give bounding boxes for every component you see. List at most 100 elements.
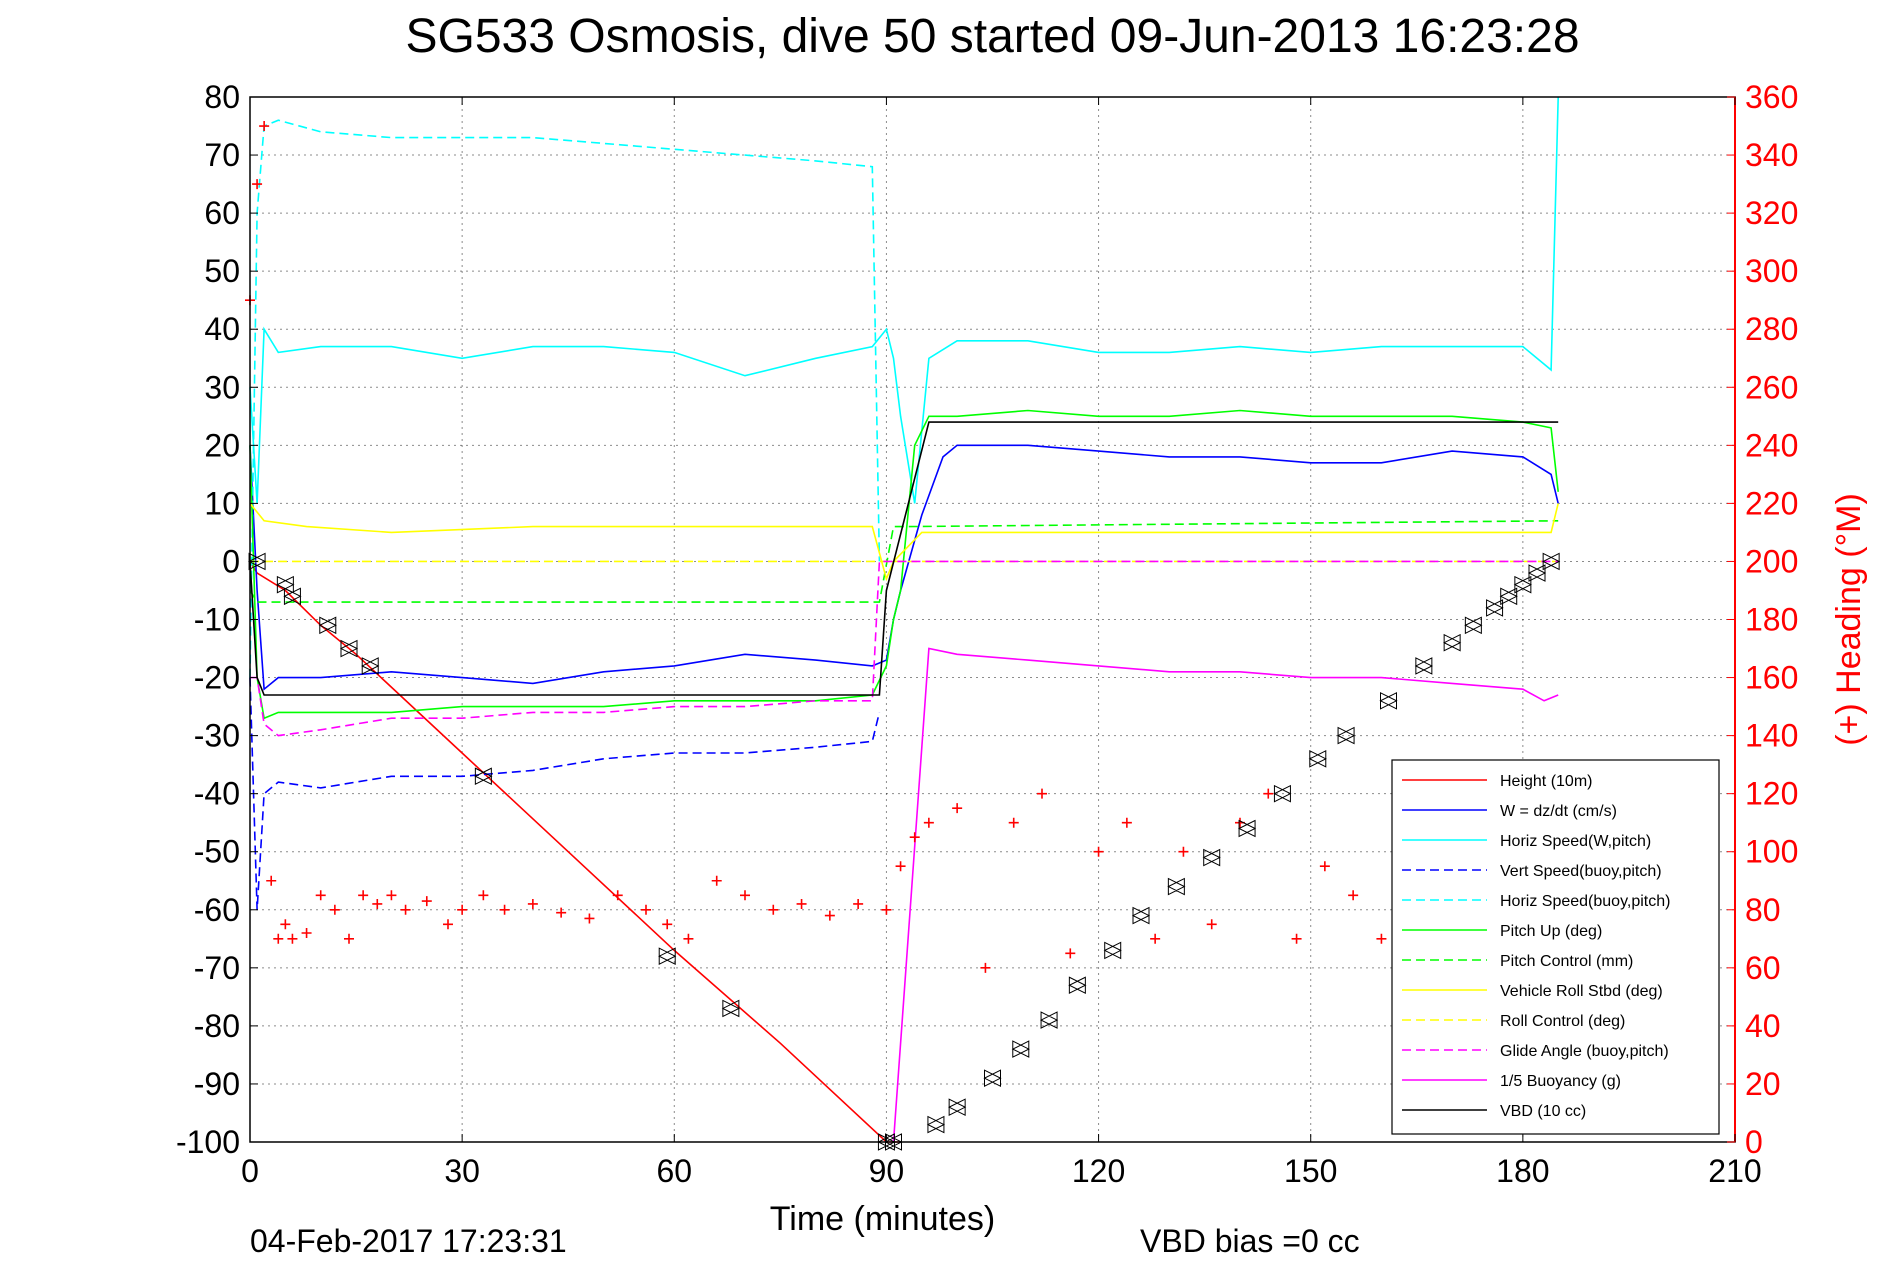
heading-point: [711, 875, 722, 886]
legend-label: Vert Speed(buoy,pitch): [1500, 863, 1662, 880]
series-w-dz-dt-cm-s: [249, 444, 1559, 691]
heading-point: [1291, 933, 1302, 944]
heading-point: [1121, 817, 1132, 828]
y2-tick-label: 100: [1745, 834, 1798, 870]
height-marker: [983, 1069, 1002, 1087]
heading-point: [584, 913, 595, 924]
height-marker: [1414, 657, 1433, 675]
heading-point: [768, 904, 779, 915]
series-horiz-speed-w-pitch: [249, 96, 1559, 504]
heading-point: [1319, 861, 1330, 872]
legend: Height (10m) W = dz/dt (cm/s) Horiz Speed(…: [1391, 759, 1720, 1135]
y-tick-label: -70: [194, 950, 240, 986]
y-tick-label: -100: [176, 1124, 240, 1160]
y-tick-label: -60: [194, 892, 240, 928]
heading-point: [421, 896, 432, 907]
y2-tick-label: 60: [1745, 950, 1781, 986]
footer-timestamp: 04-Feb-2017 17:23:31: [250, 1223, 567, 1259]
height-marker: [318, 616, 337, 635]
height-marker: [474, 767, 493, 786]
y2-tick-label: 360: [1745, 79, 1798, 115]
legend-label: 1/5 Buoyancy (g): [1500, 1073, 1621, 1090]
series-pitch-up-deg: [249, 409, 1559, 720]
x-tick-label: 30: [444, 1153, 480, 1189]
y-tick-label: -10: [194, 602, 240, 638]
heading-point: [881, 904, 892, 915]
heading-point: [259, 121, 270, 132]
y2-tick-label: 140: [1745, 718, 1798, 754]
series-glide-angle-buoy-pitch: [250, 560, 1559, 737]
heading-point: [662, 919, 673, 930]
heading-point: [740, 890, 750, 901]
heading-point: [443, 919, 453, 930]
heading-point: [252, 179, 263, 190]
y2-tick-label: 280: [1745, 311, 1798, 347]
x-tick-label: 90: [869, 1153, 905, 1189]
height-marker: [1068, 976, 1087, 995]
y-tick-label: -40: [194, 776, 240, 812]
height-marker: [361, 657, 380, 675]
y2-tick-label: 0: [1745, 1124, 1763, 1160]
tick-labels: 0 30 60 90 120 150 180 21080706050403020100-10-…: [176, 79, 1798, 1189]
height-marker: [1443, 633, 1462, 652]
y-tick-label: 10: [204, 485, 240, 521]
y2-tick-label: 240: [1745, 427, 1798, 463]
heading-point: [824, 910, 835, 921]
x-tick-label: 210: [1708, 1153, 1761, 1189]
heading-point: [1376, 933, 1387, 944]
series-vehicle-roll-stbd-deg: [249, 502, 1559, 582]
y-tick-label: -90: [194, 1066, 240, 1102]
x-tick-label: 180: [1496, 1153, 1549, 1189]
heading-point: [1178, 846, 1189, 857]
heading-point: [1008, 817, 1019, 828]
height-marker: [1379, 691, 1398, 710]
x-tick-label: 150: [1284, 1153, 1337, 1189]
height-marker: [1131, 906, 1151, 925]
height-marker: [1513, 575, 1532, 594]
x-axis-label: Time (minutes): [770, 1200, 995, 1238]
y-tick-label: -30: [194, 718, 240, 754]
series-vbd-10-cc: [249, 421, 1559, 696]
height-marker: [658, 947, 677, 966]
legend-label: Pitch Up (deg): [1500, 923, 1602, 940]
height-marker: [247, 552, 267, 571]
heading-point: [372, 898, 383, 909]
y-tick-label: 70: [204, 137, 240, 173]
height-marker: [1542, 552, 1561, 571]
height-marker: [1308, 750, 1327, 768]
series-horiz-speed-buoy-pitch: [249, 119, 881, 678]
heading-point: [923, 817, 934, 828]
heading-point: [1037, 788, 1047, 799]
y-tick-label: 50: [204, 253, 240, 289]
y2-tick-label: 260: [1745, 369, 1798, 405]
height-marker: [1237, 819, 1257, 838]
heading-point: [1263, 788, 1274, 799]
legend-label: Glide Angle (buoy,pitch): [1500, 1043, 1669, 1060]
heading-point: [400, 904, 411, 915]
y-tick-label: -80: [194, 1008, 240, 1044]
legend-label: W = dz/dt (cm/s): [1500, 803, 1617, 820]
y2-tick-label: 80: [1745, 892, 1781, 928]
legend-label: Horiz Speed(buoy,pitch): [1500, 893, 1670, 910]
heading-point: [457, 904, 468, 915]
heading-point: [1348, 890, 1359, 901]
y2-tick-label: 40: [1745, 1008, 1781, 1044]
y2-tick-label: 20: [1745, 1066, 1781, 1102]
height-marker: [948, 1098, 967, 1116]
height-marker: [1103, 941, 1122, 960]
height-marker: [1336, 726, 1356, 745]
x-tick-label: 120: [1072, 1153, 1125, 1189]
x-tick-label: 60: [656, 1153, 692, 1189]
y2-tick-label: 180: [1745, 602, 1798, 638]
heading-point: [909, 832, 920, 843]
height-marker: [1167, 877, 1186, 896]
legend-label: Roll Control (deg): [1500, 1013, 1625, 1030]
heading-point: [1206, 919, 1217, 930]
heading-point: [266, 875, 277, 886]
height-marker: [1011, 1040, 1030, 1058]
legend-label: Vehicle Roll Stbd (deg): [1500, 983, 1663, 1000]
height-marker: [926, 1115, 946, 1134]
height-marker: [1273, 784, 1292, 803]
heading-point: [315, 890, 326, 901]
heading-point: [1150, 933, 1161, 944]
